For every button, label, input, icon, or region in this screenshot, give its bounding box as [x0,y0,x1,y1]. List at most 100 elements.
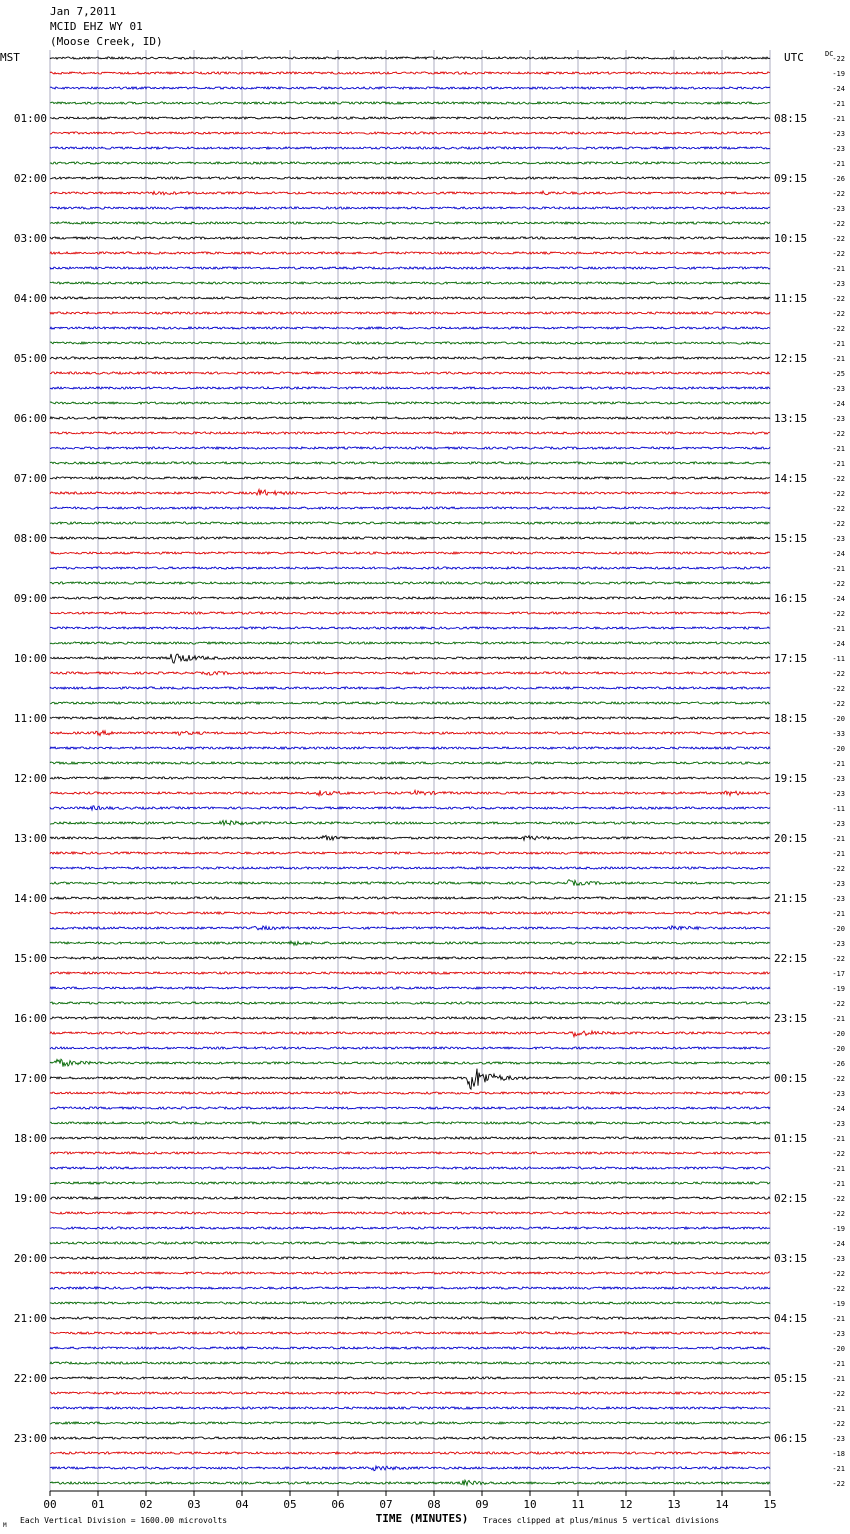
mst-hour-label: 18:00 [14,1132,47,1145]
dc-offset-label: -24 [832,85,845,93]
seismic-trace [49,535,771,540]
seismic-trace [49,924,771,931]
seismic-trace [49,445,771,451]
seismic-trace [49,866,771,871]
x-tick-label: 03 [187,1498,200,1511]
plot-date: Jan 7,2011 [50,5,117,18]
utc-hour-label: 17:15 [774,652,807,665]
dc-offset-label: -11 [832,805,845,813]
seismic-trace [49,896,771,901]
seismic-trace [49,653,771,664]
seismic-trace [49,1135,771,1141]
seismic-trace [49,700,771,706]
mst-hour-label: 15:00 [14,952,47,965]
mst-hour-label: 10:00 [14,652,47,665]
dc-offset-label: -22 [832,190,845,198]
utc-hour-label: 14:15 [774,472,807,485]
left-timezone-label: MST [0,51,20,64]
mst-hour-label: 01:00 [14,112,47,125]
dc-offset-label: -22 [832,1420,845,1428]
seismic-trace [49,595,771,600]
dc-offset-label: -20 [832,1345,845,1353]
seismic-trace [49,189,771,196]
dc-offset-label: -24 [832,400,845,408]
dc-offset-label: -22 [832,55,845,63]
seismic-trace [49,1271,771,1276]
dc-offset-label: -22 [832,325,845,333]
dc-offset-label: -21 [832,1375,845,1383]
dc-offset-label: -22 [832,1285,845,1293]
dc-offset-label: -19 [832,70,845,78]
dc-offset-label: -22 [832,235,845,243]
seismic-trace [49,1090,771,1096]
station-code: MCID EHZ WY 01 [50,20,143,33]
seismic-trace [49,729,771,737]
x-tick-label: 13 [667,1498,680,1511]
dc-offset-label: -22 [832,1270,845,1278]
seismic-trace [49,281,771,286]
seismic-trace [49,1345,771,1351]
x-tick-label: 05 [283,1498,296,1511]
seismic-trace [49,85,771,91]
mst-hour-label: 11:00 [14,712,47,725]
utc-hour-label: 09:15 [774,172,807,185]
x-tick-label: 15 [763,1498,776,1511]
dc-offset-label: -21 [832,1465,845,1473]
utc-hour-label: 23:15 [774,1012,807,1025]
mst-hour-label: 21:00 [14,1312,47,1325]
seismic-trace [49,265,771,271]
mst-hour-label: 20:00 [14,1252,47,1265]
seismic-trace [49,1361,771,1366]
dc-offset-label: -21 [832,910,845,918]
seismic-trace [49,1166,771,1170]
dc-offset-label: -21 [832,835,845,843]
seismic-trace [49,1301,771,1306]
dc-offset-label: -23 [832,145,845,153]
dc-offset-label: -23 [832,205,845,213]
axis-labels: 00 01 02 03 04 05 06 07 08 09 10 11 12 13 14 15 -22 -19 -2… [14,55,845,1511]
mst-hour-label: 08:00 [14,532,47,545]
seismic-trace [49,1000,771,1005]
x-tick-label: 14 [715,1498,729,1511]
dc-offset-label: -22 [832,670,845,678]
mst-hour-label: 03:00 [14,232,47,245]
dc-offset-label: -23 [832,895,845,903]
dc-offset-label: -22 [832,580,845,588]
seismic-trace [49,145,771,151]
dc-offset-label: -22 [832,1210,845,1218]
seismic-trace [49,205,771,210]
seismic-trace [49,805,771,812]
seismic-trace [49,1015,771,1021]
seismic-trace [49,1120,771,1126]
utc-hour-label: 13:15 [774,412,807,425]
utc-hour-label: 03:15 [774,1252,807,1265]
seismic-trace [49,400,771,406]
dc-offset-label: -22 [832,505,845,513]
dc-offset-label: -22 [832,1150,845,1158]
x-tick-label: 09 [475,1498,488,1511]
seismic-trace [49,1331,771,1336]
dc-offset-label: -22 [832,490,845,498]
seismic-trace [49,640,771,645]
seismic-trace [49,326,771,331]
seismic-trace [49,970,771,976]
mst-hour-label: 09:00 [14,592,47,605]
seismic-trace [49,819,771,827]
dc-offset-label: -22 [832,865,845,873]
utc-hour-label: 20:15 [774,832,807,845]
dc-offset-label: -26 [832,175,845,183]
seismic-trace [49,506,771,510]
mst-hour-label: 13:00 [14,832,47,845]
seismic-trace [49,220,771,226]
x-tick-label: 07 [379,1498,392,1511]
dc-offset-label: -20 [832,1045,845,1053]
seismic-trace [49,371,771,376]
dc-offset-label: -24 [832,550,845,558]
clip-note: Traces clipped at plus/minus 5 vertical … [483,1516,719,1525]
utc-hour-label: 22:15 [774,952,807,965]
dc-offset-label: -23 [832,880,845,888]
utc-hour-label: 10:15 [774,232,807,245]
seismic-trace [49,385,771,390]
utc-hour-label: 02:15 [774,1192,807,1205]
seismic-trace [49,1285,771,1291]
